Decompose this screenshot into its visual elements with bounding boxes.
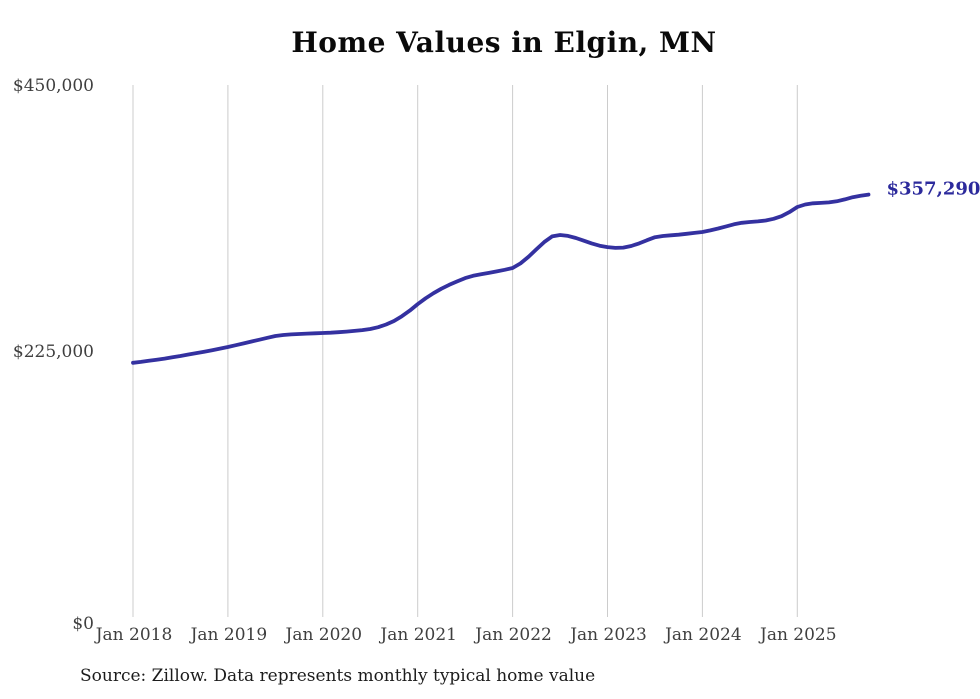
x-axis-tick-label: Jan 2025 [760, 625, 837, 645]
x-axis-tick-label: Jan 2024 [665, 625, 742, 645]
x-axis-tick-label: Jan 2020 [285, 625, 363, 645]
x-axis-tick-label: Jan 2022 [475, 625, 552, 645]
y-axis-tick-label: $450,000 [12, 76, 94, 96]
x-axis-tick-label: Jan 2019 [190, 625, 268, 645]
x-axis-tick-label: Jan 2023 [570, 625, 647, 645]
current-value-label: $357,290 [886, 178, 980, 200]
x-axis-tick-label: Jan 2021 [380, 625, 457, 645]
x-axis-tick-label: Jan 2018 [95, 625, 173, 645]
source-note: Source: Zillow. Data represents monthly … [80, 666, 596, 686]
y-axis-tick-label: $0 [72, 614, 94, 634]
y-axis-tick-label: $225,000 [12, 342, 94, 362]
chart-title: Home Values in Elgin, MN [291, 26, 717, 59]
home-value-line [131, 192, 871, 365]
